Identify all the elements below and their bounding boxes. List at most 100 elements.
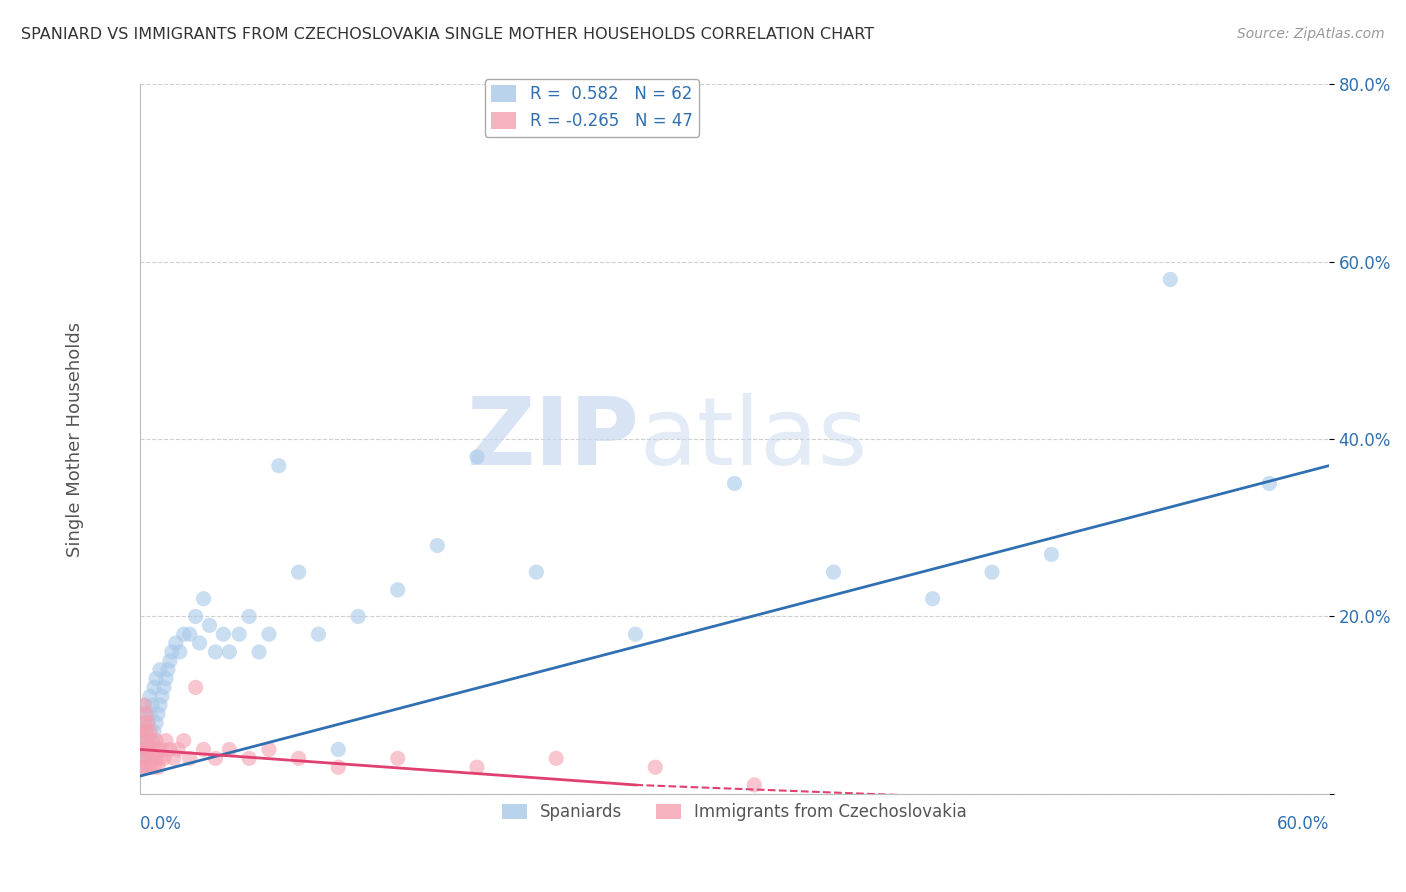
Point — [159, 654, 181, 668]
Point — [136, 751, 159, 765]
Point — [524, 565, 547, 579]
Point — [287, 751, 309, 765]
Point — [155, 672, 177, 686]
Legend: Spaniards, Immigrants from Czechoslovakia: Spaniards, Immigrants from Czechoslovaki… — [495, 797, 973, 828]
Point — [921, 591, 943, 606]
Point — [139, 706, 162, 721]
Point — [143, 760, 166, 774]
Point — [135, 724, 157, 739]
Point — [136, 751, 159, 765]
Point — [134, 733, 156, 747]
Point — [150, 742, 173, 756]
Point — [134, 715, 156, 730]
Point — [387, 751, 409, 765]
Point — [131, 724, 153, 739]
Point — [218, 645, 240, 659]
Point — [134, 751, 156, 765]
Point — [387, 582, 409, 597]
Point — [644, 760, 666, 774]
Point — [131, 760, 153, 774]
Point — [465, 450, 488, 464]
Text: 60.0%: 60.0% — [1277, 815, 1329, 833]
Text: SPANIARD VS IMMIGRANTS FROM CZECHOSLOVAKIA SINGLE MOTHER HOUSEHOLDS CORRELATION : SPANIARD VS IMMIGRANTS FROM CZECHOSLOVAK… — [21, 27, 875, 42]
Point — [173, 627, 195, 641]
Point — [131, 742, 153, 756]
Point — [145, 751, 167, 765]
Point — [141, 733, 163, 747]
Point — [139, 760, 162, 774]
Point — [159, 742, 181, 756]
Point — [218, 742, 240, 756]
Point — [160, 645, 183, 659]
Point — [193, 591, 215, 606]
Point — [257, 742, 280, 756]
Point — [141, 698, 163, 712]
Point — [136, 715, 159, 730]
Point — [150, 690, 173, 704]
Point — [149, 663, 172, 677]
Point — [135, 724, 157, 739]
Point — [198, 618, 221, 632]
Point — [179, 627, 201, 641]
Point — [165, 636, 187, 650]
Point — [546, 751, 568, 765]
Point — [267, 458, 290, 473]
Point — [143, 742, 166, 756]
Point — [135, 706, 157, 721]
Point — [131, 742, 153, 756]
Point — [139, 724, 162, 739]
Point — [184, 609, 207, 624]
Point — [426, 539, 449, 553]
Point — [155, 733, 177, 747]
Text: ZIP: ZIP — [467, 393, 640, 485]
Point — [238, 609, 260, 624]
Point — [131, 760, 153, 774]
Point — [184, 681, 207, 695]
Point — [193, 742, 215, 756]
Point — [723, 476, 745, 491]
Point — [153, 681, 176, 695]
Point — [146, 760, 169, 774]
Point — [139, 742, 162, 756]
Point — [1040, 548, 1063, 562]
Point — [163, 751, 186, 765]
Point — [143, 681, 166, 695]
Point — [308, 627, 330, 641]
Point — [143, 724, 166, 739]
Text: Single Mother Households: Single Mother Households — [66, 321, 84, 557]
Point — [247, 645, 270, 659]
Point — [134, 733, 156, 747]
Point — [287, 565, 309, 579]
Point — [136, 733, 159, 747]
Point — [149, 751, 172, 765]
Point — [179, 751, 201, 765]
Point — [257, 627, 280, 641]
Point — [328, 760, 350, 774]
Point — [169, 645, 191, 659]
Point — [156, 663, 179, 677]
Point — [135, 706, 157, 721]
Point — [823, 565, 845, 579]
Point — [139, 742, 162, 756]
Point — [134, 751, 156, 765]
Point — [742, 778, 765, 792]
Point — [188, 636, 211, 650]
Point — [146, 706, 169, 721]
Point — [153, 751, 176, 765]
Point — [139, 690, 162, 704]
Point — [135, 760, 157, 774]
Point — [145, 715, 167, 730]
Point — [135, 742, 157, 756]
Point — [204, 645, 226, 659]
Point — [149, 698, 172, 712]
Point — [146, 742, 169, 756]
Point — [328, 742, 350, 756]
Point — [136, 715, 159, 730]
Point — [212, 627, 235, 641]
Text: atlas: atlas — [640, 393, 868, 485]
Point — [981, 565, 1004, 579]
Point — [347, 609, 370, 624]
Point — [238, 751, 260, 765]
Point — [145, 672, 167, 686]
Point — [1159, 272, 1181, 286]
